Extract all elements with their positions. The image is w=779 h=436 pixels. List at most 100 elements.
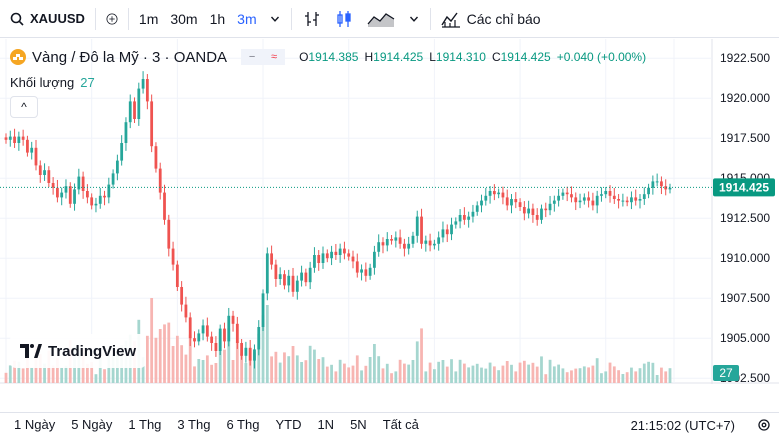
volume-bar (223, 349, 226, 383)
candles-icon (336, 10, 351, 27)
separator (290, 7, 292, 30)
interval-dropdown[interactable] (263, 0, 287, 38)
candle-body (634, 197, 638, 201)
volume-bar (432, 369, 436, 383)
volume-bar (565, 372, 569, 383)
volume-bar (381, 368, 385, 383)
volume-bar (642, 363, 646, 383)
separator (429, 7, 431, 30)
candle-chart-type-button[interactable] (328, 0, 360, 38)
change-value: +0.040 (+0.00%) (556, 50, 647, 64)
volume-bar (454, 371, 458, 383)
volume-bar (265, 305, 269, 383)
range-5d[interactable]: 5 Ngày (71, 417, 113, 432)
candle-body (120, 143, 124, 161)
candle-body (133, 101, 136, 119)
volume-bar (527, 364, 531, 383)
candle-body (150, 101, 154, 147)
range-ytd[interactable]: YTD (275, 417, 302, 432)
volume-bar (595, 358, 599, 383)
volume-bar (411, 360, 415, 383)
range-1y[interactable]: 1N (317, 417, 335, 432)
volume-bar (197, 359, 201, 383)
range-1m[interactable]: 1 Thg (128, 417, 162, 432)
chart-settings-button[interactable] (757, 418, 771, 435)
current-price-badge (713, 178, 775, 197)
range-6m[interactable]: 6 Thg (226, 417, 260, 432)
candle-body (343, 248, 346, 254)
volume-legend: Khối lượng 27 (10, 75, 95, 90)
range-1d[interactable]: 1 Ngày (14, 417, 56, 432)
volume-bar (64, 365, 68, 383)
candle-body (227, 315, 231, 342)
bar-chart-type-button[interactable] (296, 0, 328, 38)
plus-circle-icon (106, 13, 118, 24)
range-3m[interactable]: 3 Thg (177, 417, 211, 432)
hide-button[interactable]: − (241, 49, 264, 65)
candle-body (578, 200, 582, 203)
volume-bar (338, 359, 342, 383)
candle-body (587, 197, 590, 201)
candle-body (462, 215, 466, 220)
symbol-search[interactable]: XAUUSD (0, 0, 91, 38)
indicators-button[interactable]: Các chỉ báo (435, 0, 547, 38)
volume-bar (505, 361, 509, 383)
volume-bar (351, 365, 355, 383)
interval-1h[interactable]: 1h (209, 10, 226, 27)
volume-bar (467, 367, 471, 383)
volume-bar (244, 363, 248, 383)
candle-body (231, 315, 235, 324)
compare-add-button[interactable] (100, 0, 124, 38)
volume-bar (60, 367, 64, 383)
interval-1m[interactable]: 1m (138, 10, 159, 27)
candle-body (90, 197, 94, 206)
candle-body (321, 253, 325, 263)
y-tick-label: 1910.000 (720, 251, 770, 265)
candle-body (565, 192, 569, 195)
volume-bar (17, 361, 21, 383)
legend-buttons: − ≈ (241, 49, 286, 65)
volume-bar (4, 372, 8, 383)
tradingview-logo-icon (20, 344, 42, 358)
volume-bar (205, 355, 209, 383)
volume-bar (561, 368, 565, 383)
volume-bar (330, 364, 333, 383)
compare-wave-button[interactable]: ≈ (263, 49, 286, 65)
candle-body (158, 168, 162, 193)
volume-bar (604, 371, 608, 383)
volume-bar (180, 345, 184, 383)
collapse-legend-button[interactable]: ^ (10, 96, 38, 118)
candle-body (193, 338, 196, 342)
price-chart[interactable]: 1922.5001920.0001917.5001915.0001912.500… (0, 39, 779, 384)
volume-bar (608, 362, 612, 383)
volume-bar (437, 361, 441, 383)
clock-timezone[interactable]: 21:15:02 (UTC+7) (630, 418, 735, 433)
range-5y[interactable]: 5N (350, 417, 367, 432)
candle-body (647, 187, 650, 195)
candle-body (445, 229, 449, 235)
candle-body (141, 79, 145, 89)
chart-type-dropdown[interactable] (402, 0, 426, 38)
tradingview-logo[interactable]: TradingView (10, 334, 147, 368)
interval-3m[interactable]: 3m (237, 10, 257, 27)
volume-bar (111, 354, 115, 383)
candle-body (8, 136, 12, 140)
volume-bar (651, 362, 655, 383)
range-all[interactable]: Tất cả (382, 417, 419, 432)
y-tick-label: 1912.500 (720, 211, 770, 225)
candle-body (270, 253, 273, 265)
candle-body (531, 208, 535, 215)
candle-body (630, 197, 633, 203)
volume-bar (484, 368, 488, 383)
volume-bar (475, 363, 479, 383)
candle-body (484, 195, 488, 201)
area-chart-type-button[interactable] (360, 0, 402, 38)
candle-body (660, 181, 663, 187)
interval-30m[interactable]: 30m (170, 10, 198, 27)
candle-body (167, 219, 171, 249)
volume-bar (38, 354, 42, 383)
low-key: L (429, 50, 436, 64)
y-tick-label: 1917.500 (720, 131, 770, 145)
candle-body (424, 240, 428, 244)
search-icon (10, 12, 24, 26)
